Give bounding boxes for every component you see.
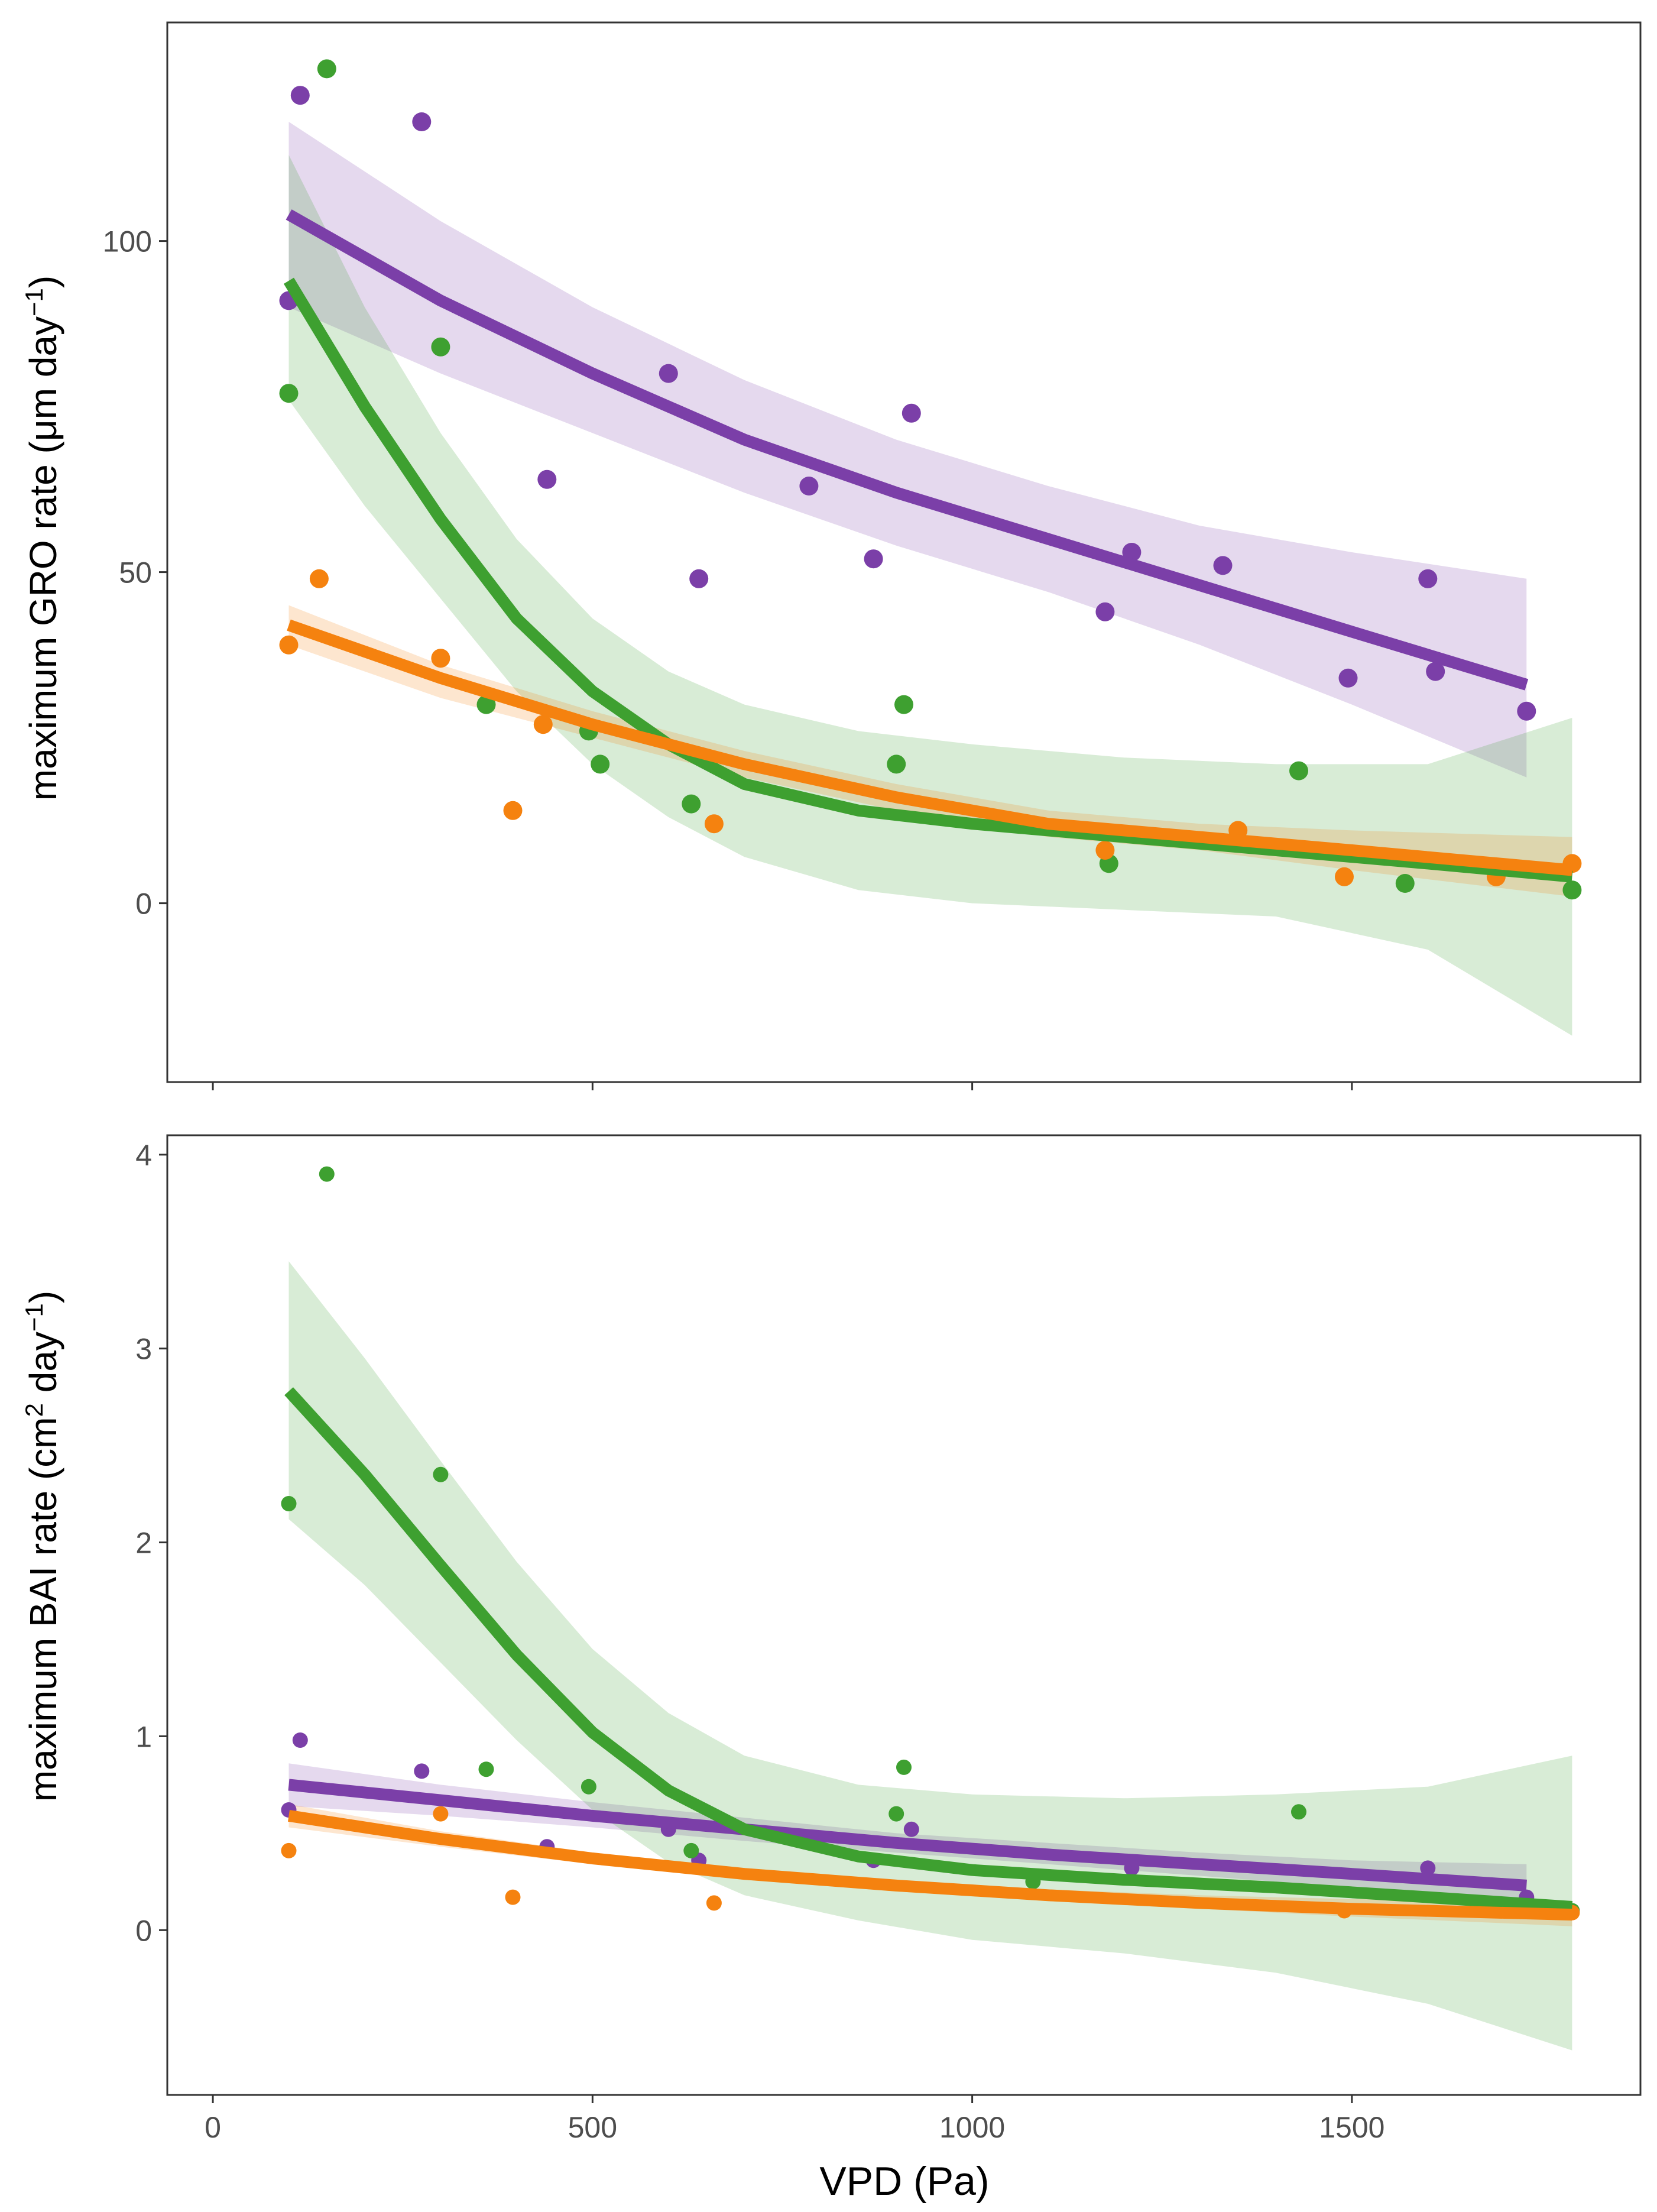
fit-line-orange xyxy=(287,619,1573,876)
data-point-purple xyxy=(1338,668,1358,688)
y-axis-label-gro-sup: −1 xyxy=(20,288,48,316)
data-point-purple xyxy=(689,569,709,588)
data-point-green xyxy=(682,794,701,814)
data-point-orange xyxy=(1335,867,1354,886)
y-axis-label-bai-sup: 2 xyxy=(20,1403,48,1417)
data-point-purple xyxy=(1426,662,1445,681)
y-axis-label-gro-tail: ) xyxy=(22,276,64,288)
y-axis-label-bai-main: maximum BAI rate (cm xyxy=(22,1417,64,1802)
data-point-purple xyxy=(903,1821,919,1837)
data-point-green xyxy=(476,695,496,714)
data-point-orange xyxy=(1095,841,1115,860)
data-point-orange xyxy=(309,569,329,588)
fit-line-green xyxy=(283,277,1573,883)
y-axis-label-bai: maximum BAI rate (cm2 day−1) xyxy=(20,1291,65,1802)
data-point-purple xyxy=(537,469,557,489)
fit-line-orange xyxy=(287,1810,1572,1921)
data-point-purple xyxy=(864,549,883,569)
x-tick-label: 1000 xyxy=(939,2111,1005,2144)
fit-line-green xyxy=(284,1387,1573,1913)
data-point-orange xyxy=(533,715,553,734)
data-point-green xyxy=(889,1806,904,1822)
data-point-green xyxy=(279,384,299,403)
confidence-band-green xyxy=(288,1261,1572,2051)
data-point-green xyxy=(896,1759,912,1775)
y-axis-label-gro-main: maximum GRO rate (μm day xyxy=(22,316,64,801)
y-tick-label: 3 xyxy=(135,1333,152,1366)
y-tick-label: 0 xyxy=(135,1914,152,1947)
data-point-purple xyxy=(1418,569,1438,588)
x-tick-label: 1500 xyxy=(1319,2111,1384,2144)
data-point-green xyxy=(1289,761,1308,780)
panel-bai: 0 1 2 3 4 0 500 1000 1500 maximum BAI rate (cm2 … xyxy=(20,1134,1642,2204)
data-point-orange xyxy=(279,635,299,655)
data-point-orange xyxy=(706,1895,722,1911)
data-point-orange xyxy=(281,1842,297,1858)
y-axis-label-bai-sup2: −1 xyxy=(20,1303,48,1332)
y-axis-label-bai-tail: ) xyxy=(22,1291,64,1303)
data-point-purple xyxy=(412,112,432,131)
y-tick-label: 50 xyxy=(119,556,152,590)
data-point-green xyxy=(683,1842,699,1858)
y-axis-label-gro: maximum GRO rate (μm day−1) xyxy=(20,276,65,801)
data-point-purple xyxy=(1420,1860,1436,1876)
y-tick-label: 2 xyxy=(135,1527,152,1560)
data-point-green xyxy=(581,1779,596,1795)
confidence-band-green xyxy=(288,155,1572,1036)
data-point-purple xyxy=(292,1732,308,1748)
data-point-orange xyxy=(433,1806,449,1822)
x-tick-label: 500 xyxy=(568,2111,617,2144)
data-point-green xyxy=(431,337,450,357)
y-tick-label: 4 xyxy=(135,1139,152,1172)
x-axis-label: VPD (Pa) xyxy=(819,2159,989,2204)
y-axis-label-bai-mid: day xyxy=(22,1332,64,1403)
data-point-orange xyxy=(503,801,523,820)
data-point-green xyxy=(1291,1804,1306,1820)
data-point-green xyxy=(1395,874,1415,893)
data-point-green xyxy=(317,59,336,79)
data-point-purple xyxy=(799,477,819,495)
y-tick-label: 0 xyxy=(135,888,152,921)
data-point-green xyxy=(1562,880,1582,900)
plot-frame xyxy=(166,1134,1642,2096)
data-point-orange xyxy=(505,1889,521,1905)
data-point-purple xyxy=(902,403,921,423)
plot-frame xyxy=(166,21,1642,1083)
data-point-purple xyxy=(414,1763,430,1779)
y-tick-label: 1 xyxy=(135,1720,152,1753)
data-point-green xyxy=(887,754,906,774)
confidence-band-purple xyxy=(288,122,1527,778)
fit-line-purple xyxy=(286,209,1529,691)
data-point-green xyxy=(591,754,610,774)
data-point-purple xyxy=(290,86,310,105)
data-point-orange xyxy=(431,649,450,668)
data-point-purple xyxy=(1213,556,1233,575)
y-tick-label: 100 xyxy=(103,225,152,258)
data-point-green xyxy=(433,1466,449,1482)
data-point-green xyxy=(319,1166,335,1182)
data-point-purple xyxy=(1517,701,1536,721)
data-point-green xyxy=(478,1761,494,1777)
panel-gro: 0 50 100 maximum GRO rate (μm day−1) xyxy=(20,21,1642,1090)
data-point-green xyxy=(281,1496,297,1511)
data-point-green xyxy=(894,695,913,714)
data-point-orange xyxy=(704,814,724,834)
x-tick-label: 0 xyxy=(205,2111,221,2144)
data-point-purple xyxy=(659,364,678,383)
data-point-purple xyxy=(1095,602,1115,621)
fit-line-purple xyxy=(288,1779,1527,1892)
